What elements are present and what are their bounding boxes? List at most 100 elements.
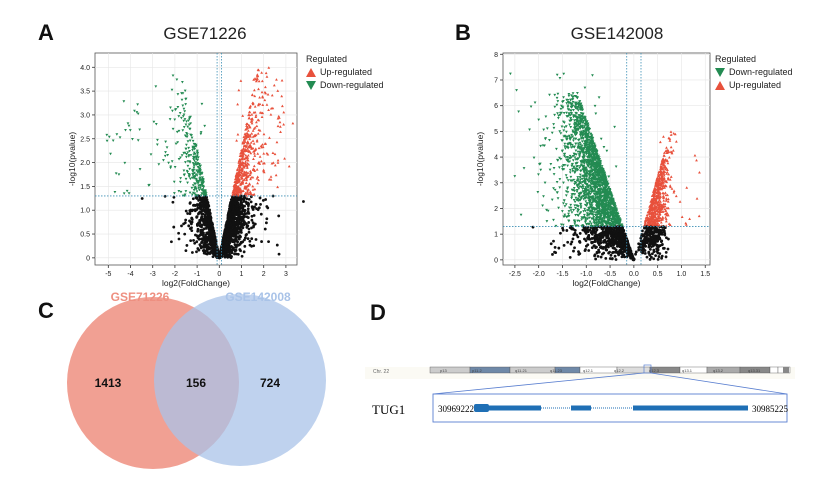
data-point-ns <box>586 243 590 247</box>
x-tick-label: -0.5 <box>604 271 616 278</box>
data-point-down <box>184 161 187 164</box>
data-point-ns <box>609 253 613 257</box>
x-tick-label: -2.5 <box>509 271 521 278</box>
data-point-ns <box>602 230 605 234</box>
y-tick-label: 0.5 <box>80 232 90 239</box>
x-tick-label: 2 <box>262 271 266 278</box>
data-point-down <box>193 147 197 151</box>
y-tick-label: 1 <box>494 232 498 239</box>
data-point-ns <box>566 240 570 244</box>
x-tick-label: -5 <box>105 271 111 278</box>
data-point-up <box>248 113 252 117</box>
y-axis-label: -log10(pvalue) <box>67 132 77 187</box>
data-point-ns <box>261 198 265 202</box>
data-point-down <box>187 119 190 122</box>
volcano-b-title: GSE142008 <box>570 24 664 43</box>
data-point-ns <box>597 248 601 252</box>
data-point-up <box>246 153 250 157</box>
x-tick-label: 0.5 <box>653 271 663 278</box>
x-tick-label: -1.0 <box>580 271 592 278</box>
volcano-plot-a: -5 -4 -3 -2 -1 0 1 2 3 0 0.5 1.0 1.5 2.0 2.5 3.0 3.5 4.0 l… <box>67 52 305 288</box>
data-point-down <box>186 164 190 168</box>
data-point-ns <box>578 232 582 235</box>
panel-label-a: A <box>38 20 54 45</box>
volcano-plot-b: -2.5 -2.0 -1.5 -1.0 -0.5 0.0 0.5 1.0 1.5 0 1 2 3 4 5 6 7… <box>475 52 711 288</box>
data-point-ns <box>549 242 553 246</box>
data-point-ns <box>562 243 566 247</box>
data-point-up <box>249 177 252 181</box>
data-point-up <box>252 150 255 153</box>
data-point-ns <box>571 237 575 241</box>
data-point-ns <box>601 226 605 230</box>
data-point-ns <box>561 226 564 230</box>
x-tick-label: 1.0 <box>677 271 687 278</box>
data-point-ns <box>196 247 200 250</box>
x-tick-label: 0.0 <box>629 271 639 278</box>
data-point-ns <box>570 240 574 244</box>
data-point-down <box>171 109 174 113</box>
y-tick-label: 1.5 <box>80 184 90 191</box>
data-point-ns <box>614 258 618 261</box>
x-tick-label: 0 <box>217 271 221 278</box>
data-point-ns <box>611 246 615 250</box>
data-point-down <box>188 139 192 142</box>
data-point-ns <box>584 248 587 251</box>
data-point-ns <box>592 227 596 231</box>
panel-label-d: D <box>370 300 386 325</box>
data-point-down <box>190 136 194 140</box>
data-point-ns <box>263 227 267 231</box>
y-tick-label: 4.0 <box>80 65 90 72</box>
y-tick-label: 5 <box>494 129 498 136</box>
data-point-ns <box>559 231 562 235</box>
x-tick-label: -4 <box>127 271 133 278</box>
y-tick-label: 2.5 <box>80 136 90 143</box>
x-tick-label: 1 <box>240 271 244 278</box>
y-tick-label: 0 <box>494 257 498 264</box>
data-point-down <box>190 186 194 190</box>
data-point-ns <box>587 237 590 241</box>
y-tick-label: 7 <box>494 77 498 84</box>
volcano-a-title: GSE71226 <box>163 24 247 43</box>
y-tick-label: 3.5 <box>80 89 90 96</box>
x-tick-label: -2 <box>172 271 178 278</box>
data-point-ns <box>568 255 572 259</box>
data-point-ns <box>605 235 609 239</box>
y-tick-label: 3 <box>494 180 498 187</box>
x-axis-label: log2(FoldChange) <box>162 278 230 288</box>
data-point-ns <box>594 257 598 261</box>
data-point-ns <box>277 252 281 256</box>
y-axis-label: -log10(pvalue) <box>475 132 485 187</box>
y-tick-label: 8 <box>494 52 498 59</box>
panel-label-c: C <box>38 298 54 323</box>
data-point-ns <box>570 227 574 231</box>
x-tick-label: -2.0 <box>533 271 545 278</box>
y-tick-label: 3.0 <box>80 112 90 119</box>
data-point-ns <box>302 200 305 203</box>
y-tick-label: 6 <box>494 103 498 110</box>
y-tick-label: 1.0 <box>80 208 90 215</box>
x-tick-label: 3 <box>284 271 288 278</box>
data-point-ns <box>140 197 144 200</box>
y-tick-label: 2.0 <box>80 160 90 167</box>
x-tick-label: -1 <box>194 271 200 278</box>
data-point-ns <box>587 249 591 252</box>
data-point-ns <box>615 240 619 244</box>
x-tick-label: -3 <box>150 271 156 278</box>
data-point-ns <box>619 248 623 251</box>
data-point-ns <box>565 229 569 232</box>
x-axis-label: log2(FoldChange) <box>572 278 640 288</box>
data-point-down <box>179 190 183 194</box>
data-point-down <box>174 142 178 146</box>
x-tick-label: -1.5 <box>556 271 568 278</box>
panel-label-b: B <box>455 20 471 45</box>
x-tick-label: 1.5 <box>700 271 710 278</box>
data-point-ns <box>599 241 603 245</box>
data-point-ns <box>553 245 557 249</box>
data-point-ns <box>586 235 590 239</box>
y-tick-label: 2 <box>494 206 498 213</box>
y-tick-label: 4 <box>494 155 498 162</box>
data-point-ns <box>189 239 193 243</box>
y-tick-label: 0 <box>86 255 90 262</box>
data-point-up <box>276 185 279 189</box>
